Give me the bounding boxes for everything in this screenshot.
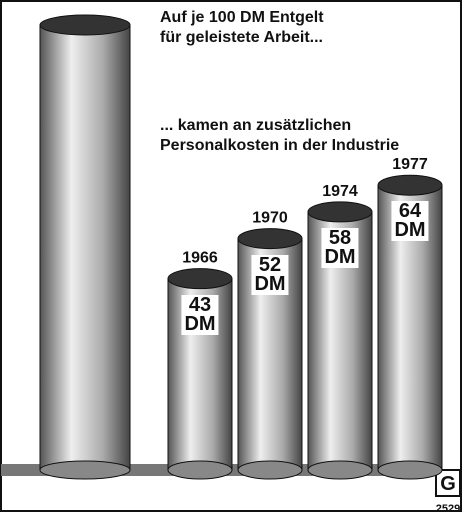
bar-top: [378, 175, 442, 195]
page: G 2529 1966 1970 1974 1977 Auf je 100 DM En…: [0, 0, 462, 524]
value-label: 64 DM: [391, 201, 428, 241]
value-label: 58 DM: [321, 228, 358, 268]
x-label: 1977: [392, 156, 428, 173]
bar-top: [40, 15, 130, 35]
bar-bottom: [308, 461, 372, 479]
x-label: 1970: [252, 210, 288, 227]
bar-bottom: [168, 461, 232, 479]
bar-top: [238, 229, 302, 249]
bar-top: [308, 202, 372, 222]
bar-bottom: [40, 461, 130, 479]
bar-top: [168, 269, 232, 289]
bar-bottom: [378, 461, 442, 479]
x-label: 1974: [322, 183, 358, 200]
bar-bottom: [238, 461, 302, 479]
bar: [40, 25, 130, 470]
chart: G 2529 1966 1970 1974 1977: [0, 0, 462, 524]
code: 2529: [436, 503, 460, 515]
subtitle: ... kamen an zusätzlichen Personalkosten…: [160, 116, 399, 156]
x-label: 1966: [182, 250, 218, 267]
logo: G: [440, 473, 456, 495]
value-label: 52 DM: [251, 255, 288, 295]
value-label: 43 DM: [181, 295, 218, 335]
title: Auf je 100 DM Entgelt für geleistete Arb…: [160, 8, 324, 48]
